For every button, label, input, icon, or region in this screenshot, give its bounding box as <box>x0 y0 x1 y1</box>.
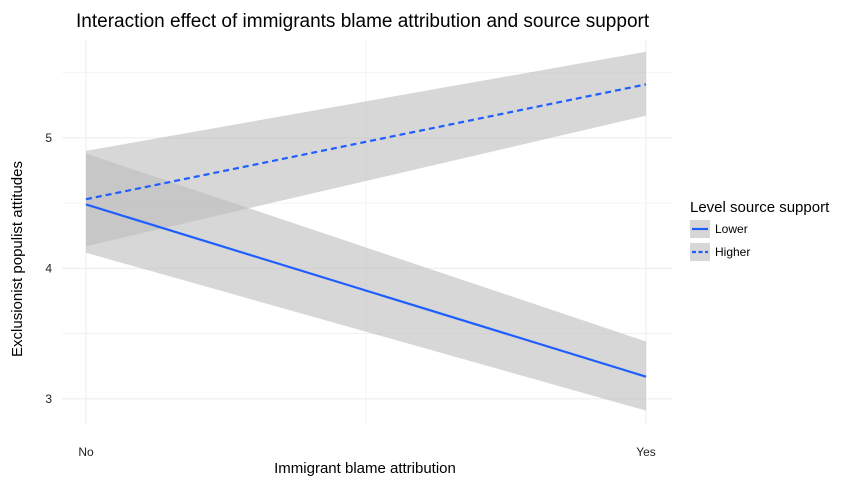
legend-items: Lower Higher <box>690 220 750 261</box>
confidence-band-lower <box>86 153 646 411</box>
legend: Level source support Lower Higher <box>690 199 830 261</box>
y-tick-label: 4 <box>45 261 52 275</box>
legend-title: Level source support <box>690 199 830 216</box>
x-tick-label: No <box>78 445 94 459</box>
legend-label-higher: Higher <box>715 245 750 259</box>
x-tick-label: Yes <box>636 445 656 459</box>
chart-title: Interaction effect of immigrants blame a… <box>76 11 650 32</box>
x-axis-title: Immigrant blame attribution <box>274 460 456 477</box>
series-line-higher <box>85 83 647 201</box>
y-tick-label: 3 <box>45 392 52 406</box>
series-lines <box>85 83 647 378</box>
y-tick-label: 5 <box>45 131 52 145</box>
y-tick-labels: 3 4 5 <box>45 131 52 406</box>
confidence-bands <box>86 51 646 411</box>
series-line-lower <box>85 203 647 378</box>
legend-label-lower: Lower <box>715 222 748 236</box>
y-axis-title: Exclusionist populist attitudes <box>9 161 26 357</box>
x-tick-labels: No Yes <box>78 445 655 459</box>
confidence-band-higher <box>86 51 646 247</box>
